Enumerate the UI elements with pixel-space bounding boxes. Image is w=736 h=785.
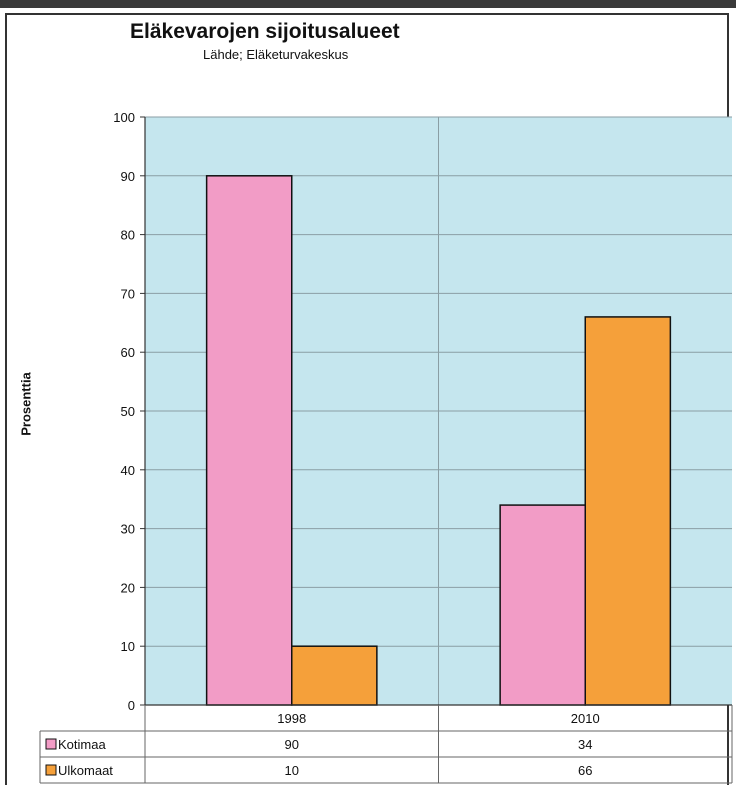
y-tick-label: 60 <box>121 345 135 360</box>
x-tick-label: 1998 <box>277 711 306 726</box>
bar-ulkomaat-1998 <box>291 645 378 706</box>
legend-label-ulkomaat: Ulkomaat <box>58 763 113 778</box>
bar-kotimaa-1998 <box>205 175 293 706</box>
y-tick-label: 50 <box>121 404 135 419</box>
bar-ulkomaat-2010 <box>584 316 672 706</box>
y-tick-label: 100 <box>113 110 135 125</box>
chart-subtitle: Lähde; Eläketurvakeskus <box>203 47 349 62</box>
y-tick-label: 30 <box>121 522 135 537</box>
data-label: 10 <box>285 763 299 778</box>
y-tick-label: 70 <box>121 286 135 301</box>
bar-kotimaa-2010 <box>499 504 587 706</box>
data-label: 66 <box>578 763 592 778</box>
data-label: 34 <box>578 737 592 752</box>
legend-swatch-kotimaa <box>45 738 57 750</box>
y-tick-label: 20 <box>121 580 135 595</box>
chart-title: Eläkevarojen sijoitusalueet <box>130 20 400 43</box>
y-tick-label: 0 <box>128 698 135 713</box>
legend-label-kotimaa: Kotimaa <box>58 737 106 752</box>
legend-swatch-ulkomaat <box>45 764 57 776</box>
top-bar <box>0 0 736 8</box>
data-label: 90 <box>285 737 299 752</box>
y-tick-label: 80 <box>121 228 135 243</box>
y-tick-label: 10 <box>121 639 135 654</box>
y-tick-label: 90 <box>121 169 135 184</box>
y-tick-label: 40 <box>121 463 135 478</box>
x-tick-label: 2010 <box>571 711 600 726</box>
